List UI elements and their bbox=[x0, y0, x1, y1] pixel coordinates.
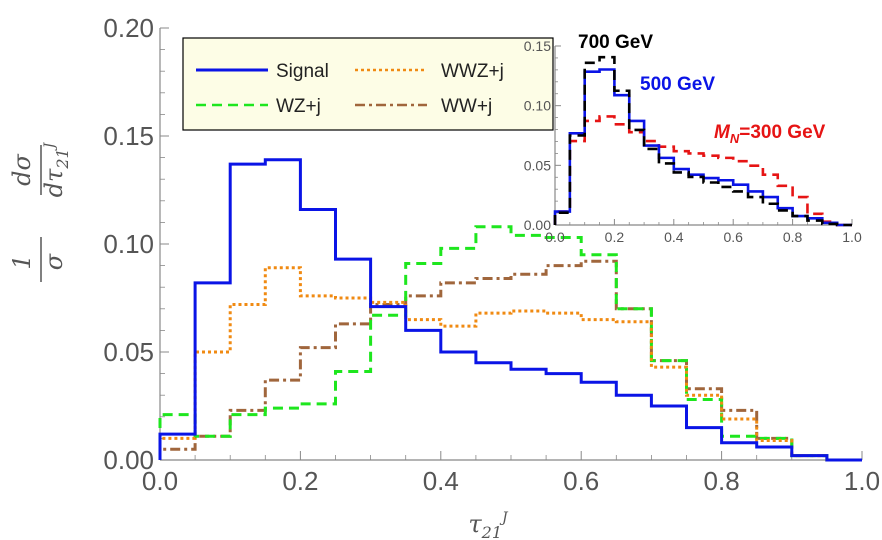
main-y-tick-label: 0.15 bbox=[103, 121, 154, 151]
main-x-tick-label: 0.4 bbox=[423, 466, 459, 496]
inset-y-tick-label: 0.10 bbox=[524, 98, 551, 114]
inset-series-2 bbox=[553, 55, 852, 227]
main-series-0 bbox=[158, 259, 862, 462]
inset-annotation-300-sub: N bbox=[730, 131, 740, 146]
y-axis-label: 1 σ dσ dτ21J bbox=[8, 141, 72, 282]
legend-label-wwzj: WWZ+j bbox=[441, 61, 504, 82]
y-axis-label-one: 1 bbox=[8, 254, 36, 269]
inset-annotation-300-prefix: M bbox=[714, 122, 731, 143]
main-series-3 bbox=[158, 158, 862, 462]
main-x-tick-label: 0.6 bbox=[563, 466, 599, 496]
inset-series-0 bbox=[553, 115, 852, 227]
inset-y-tick-label: 0.05 bbox=[524, 157, 551, 173]
inset-x-tick-label: 0.4 bbox=[664, 229, 684, 245]
inset-annotation-300: MN=300 GeV bbox=[714, 122, 826, 146]
legend-label-signal: Signal bbox=[276, 61, 329, 82]
main-y-tick-label: 0.10 bbox=[103, 229, 154, 259]
main-series-2 bbox=[158, 266, 862, 462]
legend-label-wzj: WZ+j bbox=[276, 96, 321, 117]
main-y-tick-label: 0.20 bbox=[103, 13, 154, 43]
x-axis-label: τ21J bbox=[468, 510, 509, 540]
main-series-1 bbox=[158, 225, 862, 462]
main-y-tick-label: 0.05 bbox=[103, 337, 154, 367]
main-axes: 0.0 0.2 0.4 0.6 0.8 1.0 0.00 0.05 0.10 0.15 0.20 bbox=[103, 13, 880, 496]
main-y-tick-label: 0.00 bbox=[103, 445, 154, 475]
y-axis-label-dtau: dτ21J bbox=[40, 141, 72, 197]
legend: Signal WWZ+j WZ+j WW+j bbox=[182, 37, 554, 131]
inset-x-tick-label: 0.6 bbox=[723, 229, 743, 245]
y-axis-label-sigma: σ bbox=[40, 253, 68, 270]
inset-axes: 0.0 0.2 0.4 0.6 0.8 1.0 0.00 0.05 0.10 0.15 bbox=[524, 38, 862, 245]
x-axis-label-text: τ21J bbox=[468, 510, 509, 540]
inset-chart: 0.0 0.2 0.4 0.6 0.8 1.0 0.00 0.05 0.10 0.15 700 G… bbox=[524, 32, 862, 245]
main-x-tick-label: 0.0 bbox=[142, 466, 178, 496]
inset-y-tick-label: 0.15 bbox=[524, 38, 551, 54]
y-axis-label-dsigma: dσ bbox=[8, 154, 36, 186]
legend-box bbox=[182, 37, 554, 131]
main-series-layer bbox=[158, 158, 862, 462]
inset-x-tick-label: 0.0 bbox=[545, 229, 565, 245]
inset-x-tick-label: 0.2 bbox=[605, 229, 625, 245]
inset-annotation-500: 500 GeV bbox=[640, 74, 715, 95]
inset-x-tick-label: 0.8 bbox=[783, 229, 803, 245]
inset-x-tick-label: 1.0 bbox=[842, 229, 862, 245]
inset-y-tick-label: 0.00 bbox=[524, 217, 551, 233]
main-x-tick-label: 0.2 bbox=[282, 466, 318, 496]
main-x-tick-label: 0.8 bbox=[704, 466, 740, 496]
inset-annotation-700: 700 GeV bbox=[578, 32, 653, 53]
legend-label-wwj: WW+j bbox=[441, 96, 492, 117]
main-x-tick-label: 1.0 bbox=[844, 466, 880, 496]
inset-annotation-300-text: =300 GeV bbox=[739, 122, 825, 143]
inset-series-layer bbox=[553, 55, 852, 227]
